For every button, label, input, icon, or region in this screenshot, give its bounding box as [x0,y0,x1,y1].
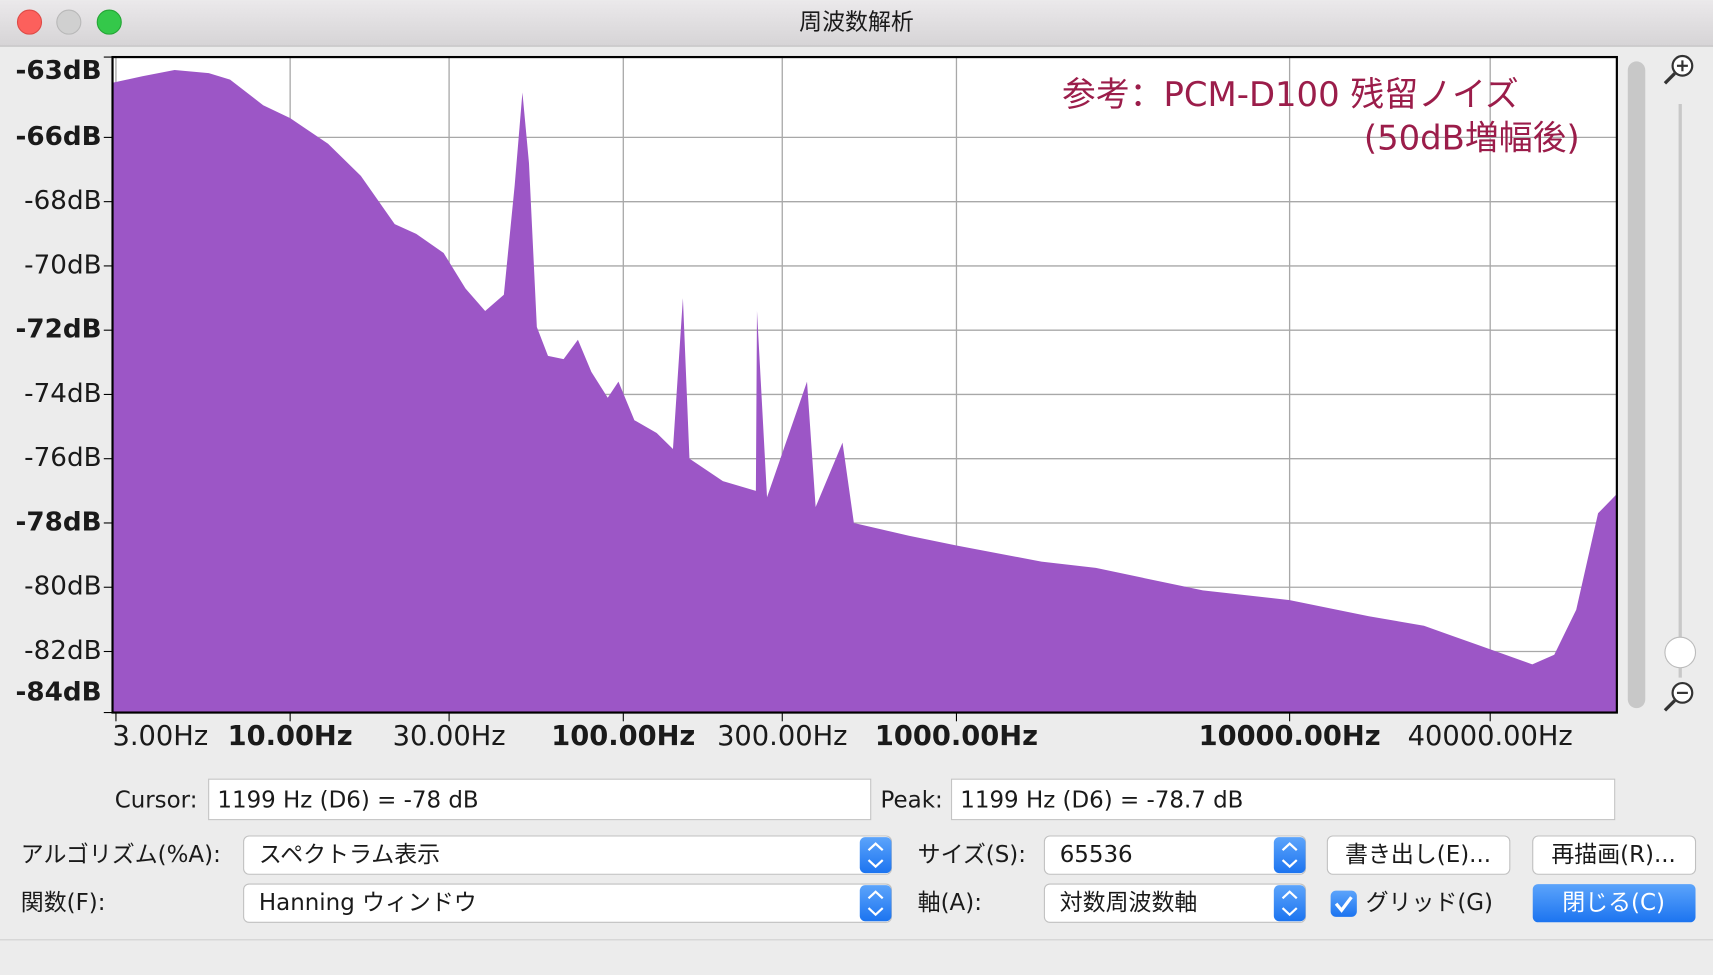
x-tick-label: 100.00Hz [551,721,695,752]
y-tick-label: -78dB [16,507,102,537]
export-label: 書き出し(E)... [1345,842,1491,868]
export-button[interactable] [1326,835,1511,875]
grid-checkbox[interactable] [1330,890,1357,917]
x-tick-label: 40000.00Hz [1408,721,1573,752]
zoom-knob[interactable] [1664,636,1697,669]
minimize-dot[interactable] [56,9,82,35]
size-value: 65536 [1060,842,1133,868]
x-tick-label: 30.00Hz [393,721,506,752]
close-button[interactable] [1532,884,1696,923]
y-tick-label: -84dB [16,677,102,707]
replot-label: 再描画(R)... [1551,842,1676,868]
y-tick-label: -72dB [16,315,102,345]
peak-value: 1199 Hz (D6) = -78.7 dB [960,788,1243,814]
scrollbar[interactable] [1627,61,1646,709]
y-tick-label: -68dB [24,186,101,216]
cursor-label: Cursor: [115,788,198,814]
zoom-in[interactable] [1663,54,1694,85]
axis-value: 対数周波数軸 [1060,890,1198,916]
axis-select[interactable] [1043,883,1307,923]
plot-frame [111,55,1618,714]
cursor-value: 1199 Hz (D6) = -78 dB [217,788,478,814]
x-tick-label: 3.00Hz [113,721,209,752]
function-label: 関数(F): [21,890,106,916]
zoom-dot[interactable] [96,9,122,35]
grid-checkbox-label: グリッド(G) [1366,890,1493,916]
size-select[interactable] [1043,835,1307,875]
y-tick-label: -76dB [24,443,101,473]
replot-button[interactable] [1532,835,1697,875]
close-label: 閉じる(C) [1562,890,1665,916]
function-select[interactable] [243,883,893,923]
axis-label: 軸(A): [918,890,982,916]
y-tick-label: -70dB [24,250,101,280]
window-title: 周波数解析 [799,10,914,36]
zoom-out[interactable] [1663,681,1694,712]
x-tick-label: 1000.00Hz [875,721,1038,752]
x-tick-label: 300.00Hz [717,721,847,752]
title-bar [0,0,1713,47]
close-dot[interactable] [16,9,43,35]
size-label: サイズ(S): [918,842,1026,868]
peak-label: Peak: [881,788,943,814]
function-value: Hanning ウィンドウ [259,890,477,916]
algorithm-select[interactable] [243,835,893,875]
annotation: 参考：PCM-D100 残留ノイズ [1062,75,1519,114]
spectrum-area [112,69,1617,713]
y-tick-label: -80dB [24,572,101,602]
annotation: (50dB増幅後) [1364,119,1580,158]
y-tick-label: -63dB [16,56,102,86]
y-tick-label: -74dB [24,379,101,409]
y-tick-label: -66dB [16,122,102,152]
y-tick-label: -82dB [24,636,101,666]
algorithm-value: スペクトラム表示 [259,842,440,868]
x-tick-label: 10.00Hz [228,721,353,752]
cursor-field[interactable] [208,778,872,821]
x-tick-label: 10000.00Hz [1199,721,1381,752]
peak-field[interactable] [950,778,1616,821]
algorithm-label: アルゴリズム(%A): [21,842,221,868]
